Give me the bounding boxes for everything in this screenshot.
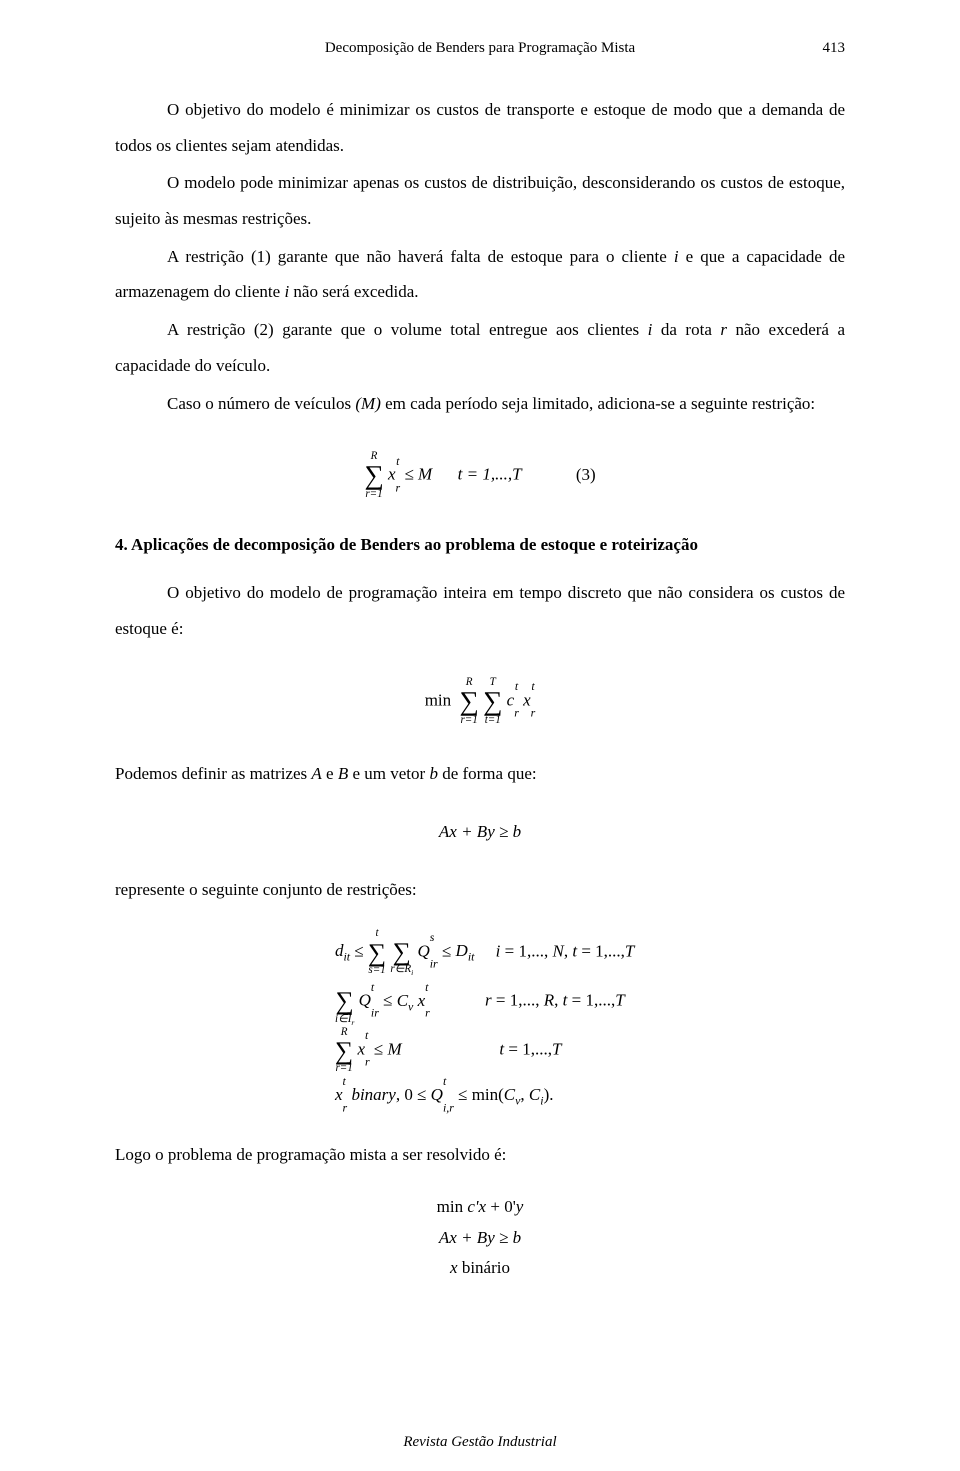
constraint-2: ∑ i∈Ir Qtir ≤ Cv xtr r = 1,..., R, t = 1… bbox=[335, 977, 845, 1026]
var-B: B bbox=[338, 764, 348, 783]
text: Caso o número de veículos bbox=[167, 394, 355, 413]
var-r: r bbox=[720, 320, 727, 339]
final-line-2: Ax + By ≥ b bbox=[115, 1223, 845, 1254]
var-M: (M) bbox=[355, 394, 380, 413]
constraint-4: xtr binary, 0 ≤ Qti,r ≤ min(Cv, Ci). bbox=[335, 1074, 845, 1117]
var-b: b bbox=[429, 764, 438, 783]
paragraph-7: Podemos definir as matrizes A e B e um v… bbox=[115, 756, 845, 792]
text: de forma que: bbox=[438, 764, 537, 783]
paragraph-1: O objetivo do modelo é minimizar os cust… bbox=[115, 92, 845, 163]
paragraph-2: O modelo pode minimizar apenas os custos… bbox=[115, 165, 845, 236]
eq3-expr: R ∑ r=1 xtr ≤ M t = 1,...,T bbox=[364, 451, 521, 500]
final-line-3: x binário bbox=[115, 1253, 845, 1284]
paragraph-4: A restrição (2) garante que o volume tot… bbox=[115, 312, 845, 383]
text: em cada período seja limitado, adiciona-… bbox=[381, 394, 815, 413]
running-title: Decomposição de Benders para Programação… bbox=[325, 40, 635, 56]
equation-3: R ∑ r=1 xtr ≤ M t = 1,...,T (3) bbox=[115, 451, 845, 500]
footer-journal: Revista Gestão Industrial bbox=[0, 1434, 960, 1451]
constraint-1: dit ≤ t ∑ s=1 ∑ r∈Ri Qsir ≤ Dit i = 1,..… bbox=[335, 928, 845, 977]
eq-axby-expr: Ax + By ≥ b bbox=[439, 822, 521, 842]
paragraph-5: Caso o número de veículos (M) em cada pe… bbox=[115, 386, 845, 422]
paragraph-3: A restrição (1) garante que não haverá f… bbox=[115, 239, 845, 310]
paragraph-9: Logo o problema de programação mista a s… bbox=[115, 1137, 845, 1173]
final-problem: min c'x + 0'y Ax + By ≥ b x binário bbox=[115, 1192, 845, 1284]
var-A: A bbox=[311, 764, 321, 783]
paragraph-6: O objetivo do modelo de programação inte… bbox=[115, 575, 845, 646]
text: e bbox=[322, 764, 338, 783]
page-number: 413 bbox=[823, 40, 846, 57]
equation-min-sum: min R ∑ r=1 T ∑ t=1 ctr xtr bbox=[115, 677, 845, 726]
running-head: Decomposição de Benders para Programação… bbox=[115, 40, 845, 57]
eq-min-sum-expr: min R ∑ r=1 T ∑ t=1 ctr xtr bbox=[425, 677, 536, 726]
constraint-block: dit ≤ t ∑ s=1 ∑ r∈Ri Qsir ≤ Dit i = 1,..… bbox=[335, 928, 845, 1117]
final-line-1: min c'x + 0'y bbox=[115, 1192, 845, 1223]
text: e um vetor bbox=[348, 764, 429, 783]
text: da rota bbox=[652, 320, 720, 339]
paragraph-8: represente o seguinte conjunto de restri… bbox=[115, 872, 845, 908]
text: não será excedida. bbox=[289, 282, 418, 301]
text: A restrição (2) garante que o volume tot… bbox=[167, 320, 648, 339]
constraint-3: R ∑ r=1 xtr ≤ M t = 1,...,T bbox=[335, 1027, 845, 1075]
equation-axby: Ax + By ≥ b bbox=[115, 822, 845, 842]
text: Podemos definir as matrizes bbox=[115, 764, 311, 783]
text: A restrição (1) garante que não haverá f… bbox=[167, 247, 674, 266]
eq3-number: (3) bbox=[576, 465, 596, 484]
page: Decomposição de Benders para Programação… bbox=[0, 0, 960, 1471]
section-4-heading: 4. Aplicações de decomposição de Benders… bbox=[115, 535, 845, 555]
